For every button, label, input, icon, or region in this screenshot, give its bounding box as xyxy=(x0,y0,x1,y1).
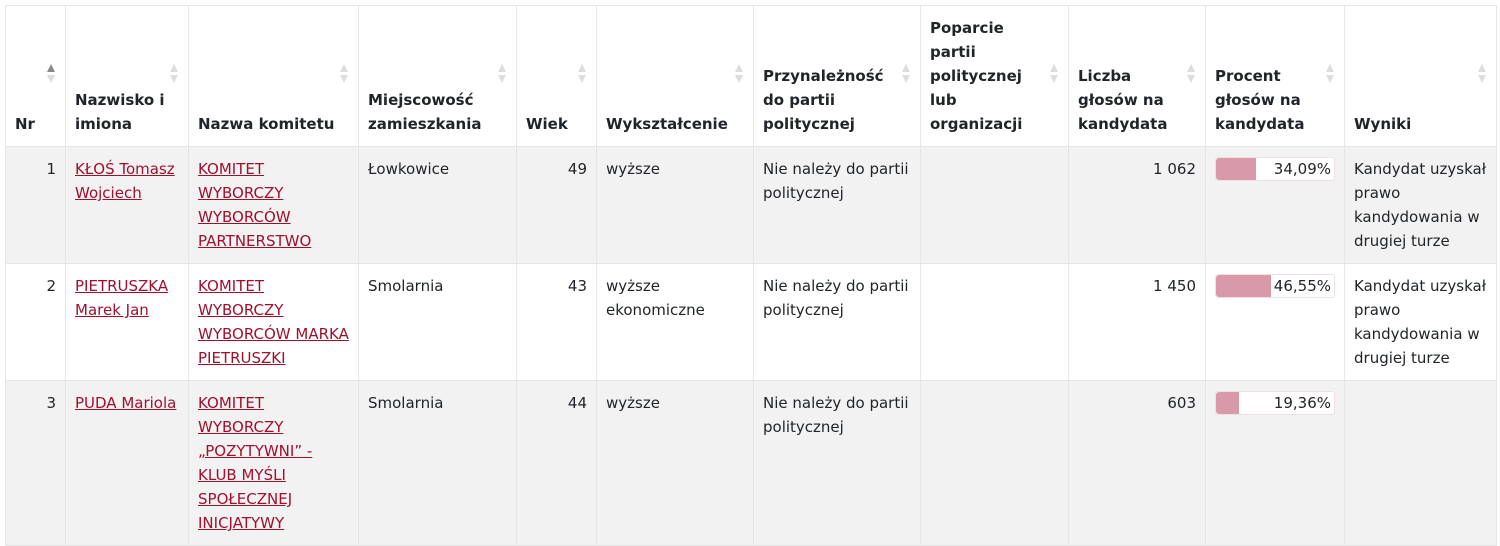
cell-age: 44 xyxy=(516,380,597,546)
candidate-link[interactable]: KŁOŚ Tomasz Wojciech xyxy=(75,160,175,202)
percent-bar-fill xyxy=(1216,392,1239,414)
candidates-table-container: Nr Nazwisko i imiona Nazwa komitetu Miejsco… xyxy=(5,5,1497,546)
column-header-support[interactable]: Poparcie partii politycznej lub organiza… xyxy=(920,5,1069,147)
column-header-name[interactable]: Nazwisko i imiona xyxy=(65,5,189,147)
column-header-nr[interactable]: Nr xyxy=(5,5,66,147)
percent-bar-fill xyxy=(1216,275,1271,297)
percent-label: 34,09% xyxy=(1273,160,1331,178)
sort-icon[interactable] xyxy=(578,64,586,84)
cell-nr: 1 xyxy=(5,146,66,264)
sort-icon[interactable] xyxy=(735,64,743,84)
cell-city: Łowkowice xyxy=(358,146,517,264)
column-header-label: Wiek xyxy=(526,115,568,133)
cell-votes: 1 450 xyxy=(1068,263,1206,381)
cell-party: Nie należy do partii politycznej xyxy=(753,146,921,264)
cell-committee: KOMITET WYBORCZY WYBORCÓW PARTNERSTWO xyxy=(188,146,359,264)
cell-votes: 603 xyxy=(1068,380,1206,546)
column-header-label: Procent głosów na kandydata xyxy=(1215,67,1305,133)
column-header-label: Miejscowość zamieszkania xyxy=(368,91,482,133)
percent-bar-fill xyxy=(1216,158,1257,180)
sort-icon[interactable] xyxy=(340,64,348,84)
cell-age: 49 xyxy=(516,146,597,264)
column-header-education[interactable]: Wykształcenie xyxy=(596,5,754,147)
column-header-label: Nr xyxy=(15,115,35,133)
column-header-label: Nazwisko i imiona xyxy=(75,91,165,133)
percent-bar: 34,09% xyxy=(1215,157,1335,181)
candidates-table: Nr Nazwisko i imiona Nazwa komitetu Miejsco… xyxy=(5,5,1497,546)
committee-link[interactable]: KOMITET WYBORCZY „POZYTYWNI” - KLUB MYŚL… xyxy=(198,394,313,532)
sort-icon[interactable] xyxy=(498,64,506,84)
cell-nr: 2 xyxy=(5,263,66,381)
percent-bar: 19,36% xyxy=(1215,391,1335,415)
percent-label: 46,55% xyxy=(1273,277,1331,295)
percent-label: 19,36% xyxy=(1273,394,1331,412)
committee-link[interactable]: KOMITET WYBORCZY WYBORCÓW MARKA PIETRUSZ… xyxy=(198,277,349,367)
table-row: 2 PIETRUSZKA Marek Jan KOMITET WYBORCZY … xyxy=(5,263,1497,381)
column-header-result[interactable]: Wyniki xyxy=(1344,5,1497,147)
cell-name: KŁOŚ Tomasz Wojciech xyxy=(65,146,189,264)
sort-icon[interactable] xyxy=(1187,64,1195,84)
cell-age: 43 xyxy=(516,263,597,381)
cell-result: Kandydat uzyskał prawo kandydowania w dr… xyxy=(1344,146,1497,264)
cell-education: wyższe xyxy=(596,146,754,264)
sort-icon[interactable] xyxy=(1478,64,1486,84)
table-row: 1 KŁOŚ Tomasz Wojciech KOMITET WYBORCZY … xyxy=(5,146,1497,264)
candidate-link[interactable]: PUDA Mariola xyxy=(75,394,177,412)
cell-city: Smolarnia xyxy=(358,380,517,546)
column-header-label: Wykształcenie xyxy=(606,115,728,133)
column-header-label: Liczba głosów na kandydata xyxy=(1078,67,1168,133)
cell-result: Kandydat uzyskał prawo kandydowania w dr… xyxy=(1344,263,1497,381)
cell-votes: 1 062 xyxy=(1068,146,1206,264)
column-header-votes[interactable]: Liczba głosów na kandydata xyxy=(1068,5,1206,147)
column-header-label: Wyniki xyxy=(1354,115,1412,133)
committee-link[interactable]: KOMITET WYBORCZY WYBORCÓW PARTNERSTWO xyxy=(198,160,312,250)
column-header-percent[interactable]: Procent głosów na kandydata xyxy=(1205,5,1345,147)
cell-support xyxy=(920,146,1069,264)
cell-education: wyższe ekonomiczne xyxy=(596,263,754,381)
column-header-label: Poparcie partii politycznej lub organiza… xyxy=(930,19,1023,133)
sort-icon[interactable] xyxy=(902,64,910,84)
column-header-age[interactable]: Wiek xyxy=(516,5,597,147)
sort-icon[interactable] xyxy=(47,64,55,84)
cell-percent: 46,55% xyxy=(1205,263,1345,381)
percent-bar: 46,55% xyxy=(1215,274,1335,298)
cell-percent: 34,09% xyxy=(1205,146,1345,264)
cell-education: wyższe xyxy=(596,380,754,546)
column-header-committee[interactable]: Nazwa komitetu xyxy=(188,5,359,147)
cell-name: PIETRUSZKA Marek Jan xyxy=(65,263,189,381)
column-header-label: Nazwa komitetu xyxy=(198,115,335,133)
sort-icon[interactable] xyxy=(1326,64,1334,84)
cell-name: PUDA Mariola xyxy=(65,380,189,546)
cell-city: Smolarnia xyxy=(358,263,517,381)
cell-party: Nie należy do partii politycznej xyxy=(753,380,921,546)
cell-committee: KOMITET WYBORCZY „POZYTYWNI” - KLUB MYŚL… xyxy=(188,380,359,546)
cell-party: Nie należy do partii politycznej xyxy=(753,263,921,381)
cell-support xyxy=(920,380,1069,546)
sort-icon[interactable] xyxy=(1050,64,1058,84)
cell-committee: KOMITET WYBORCZY WYBORCÓW MARKA PIETRUSZ… xyxy=(188,263,359,381)
cell-support xyxy=(920,263,1069,381)
column-header-label: Przynależność do partii politycznej xyxy=(763,67,884,133)
cell-result xyxy=(1344,380,1497,546)
candidate-link[interactable]: PIETRUSZKA Marek Jan xyxy=(75,277,169,319)
table-row: 3 PUDA Mariola KOMITET WYBORCZY „POZYTYW… xyxy=(5,380,1497,546)
sort-icon[interactable] xyxy=(170,64,178,84)
cell-percent: 19,36% xyxy=(1205,380,1345,546)
column-header-party[interactable]: Przynależność do partii politycznej xyxy=(753,5,921,147)
column-header-city[interactable]: Miejscowość zamieszkania xyxy=(358,5,517,147)
cell-nr: 3 xyxy=(5,380,66,546)
